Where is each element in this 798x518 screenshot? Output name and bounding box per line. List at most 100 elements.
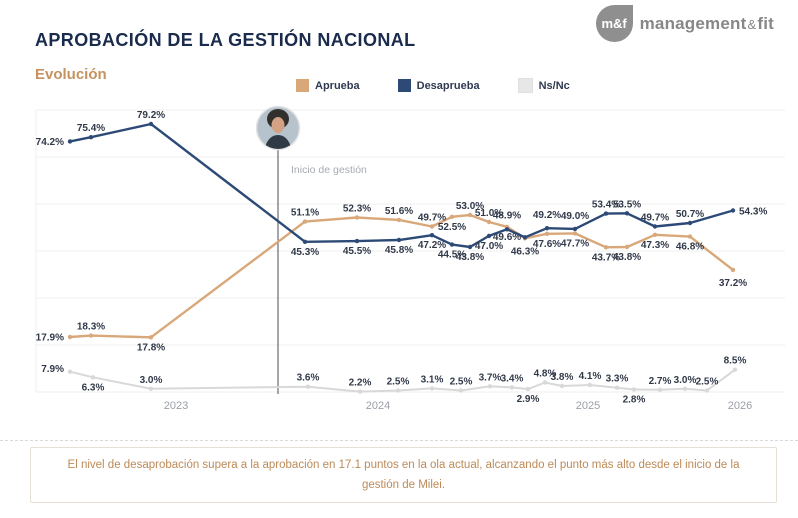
data-label: 53.0% [456, 201, 484, 212]
legend-label: Aprueba [315, 79, 360, 92]
legend-swatch [517, 78, 533, 93]
data-label: 3.8% [551, 372, 574, 383]
data-label: 48.9% [493, 210, 521, 221]
x-tick-2025: 2025 [576, 400, 600, 412]
data-label: 47.6% [533, 239, 561, 250]
data-point [88, 135, 94, 140]
data-label: 45.8% [385, 245, 413, 256]
data-point [559, 383, 565, 389]
data-point [429, 386, 435, 391]
data-label: 43.8% [456, 252, 484, 263]
data-label: 3.0% [674, 375, 697, 386]
data-label: 7.9% [41, 364, 64, 375]
data-label: 2.8% [623, 395, 646, 406]
data-point [652, 224, 658, 229]
data-point [67, 139, 73, 144]
data-label: 3.7% [479, 372, 502, 383]
data-point [687, 234, 693, 239]
data-label: 51.0% [475, 208, 503, 219]
data-point [148, 335, 154, 340]
data-point [429, 224, 435, 229]
data-point [90, 375, 96, 380]
data-point [682, 386, 688, 391]
data-label: 54.3% [739, 207, 767, 218]
page-title: APROBACIÓN DE LA GESTIÓN NACIONAL [35, 30, 416, 50]
chart-legend: Aprueba Desaprueba Ns/Nc [296, 78, 570, 93]
data-point [587, 382, 593, 388]
x-tick-2024: 2024 [366, 400, 390, 412]
data-label: 2.5% [450, 377, 473, 388]
data-label: 75.4% [77, 123, 105, 134]
data-label: 74.2% [36, 137, 64, 148]
legend-item-ns-nc: Ns/Nc [517, 78, 570, 93]
data-point [395, 388, 401, 393]
data-label: 45.3% [291, 247, 319, 258]
data-point [449, 214, 455, 219]
data-label: 3.0% [140, 375, 163, 386]
data-point [357, 389, 363, 394]
data-point [354, 215, 360, 220]
data-label: 2.5% [387, 377, 410, 388]
data-point [544, 231, 550, 236]
data-label: 43.7% [592, 252, 620, 263]
data-point [572, 226, 578, 232]
data-label: 47.3% [641, 240, 669, 251]
data-point [687, 220, 693, 226]
data-label: 52.3% [343, 204, 371, 215]
data-point [67, 334, 73, 340]
data-point [732, 367, 738, 372]
avatar-suit [264, 135, 292, 149]
data-point [572, 231, 578, 236]
data-label: 53.4% [592, 200, 620, 211]
data-label: 2.7% [649, 376, 672, 387]
data-label: 3.1% [421, 374, 444, 385]
data-label: 2.9% [517, 394, 540, 405]
data-label: 6.3% [82, 382, 105, 393]
data-point [486, 219, 492, 225]
data-point [652, 232, 658, 237]
avatar-face [271, 117, 285, 133]
data-label: 49.7% [641, 213, 669, 224]
data-point [458, 388, 464, 393]
data-point [88, 333, 94, 338]
data-point [704, 388, 710, 393]
event-line-label: Inicio de gestión [291, 164, 367, 176]
data-label: 2.5% [696, 377, 719, 388]
x-tick-2023: 2023 [164, 400, 188, 412]
data-label: 8.5% [724, 356, 747, 367]
data-label: 52.5% [438, 222, 466, 233]
data-label: 51.6% [385, 206, 413, 217]
data-label: 43.8% [613, 252, 641, 263]
data-point [730, 208, 736, 213]
data-point [542, 380, 548, 385]
data-point [302, 219, 308, 224]
data-label: 79.2% [137, 110, 165, 121]
data-point [657, 387, 663, 392]
data-point [396, 237, 402, 243]
data-label: 3.4% [501, 373, 524, 384]
data-label: 50.7% [676, 209, 704, 220]
data-label: 47.0% [475, 241, 503, 252]
data-point [148, 386, 154, 391]
data-label: 49.6% [493, 232, 521, 243]
legend-swatch [296, 79, 309, 92]
data-label: 47.2% [418, 240, 446, 251]
legend-swatch [397, 79, 411, 92]
data-point [487, 384, 493, 389]
data-point [305, 384, 311, 389]
series-line-desaprueba [68, 122, 735, 249]
data-point [509, 385, 515, 390]
evolution-chart: 7.9% 6.3% 3.0% 3.6% 2.2% 2.5% 3.1% 2.5% 3.7% 3.4%… [35, 105, 785, 412]
data-point [730, 267, 736, 273]
data-label: 47.7% [561, 238, 589, 249]
data-point [603, 211, 609, 216]
mf-logo: m&f management&fit [595, 5, 774, 42]
data-label: 3.3% [606, 374, 629, 385]
data-label: 3.6% [297, 373, 320, 384]
data-point [467, 244, 473, 250]
x-tick-2026: 2026 [728, 400, 752, 412]
data-label: 49.2% [533, 210, 561, 221]
data-point [603, 245, 609, 250]
data-point [525, 386, 531, 392]
data-point [354, 238, 360, 244]
